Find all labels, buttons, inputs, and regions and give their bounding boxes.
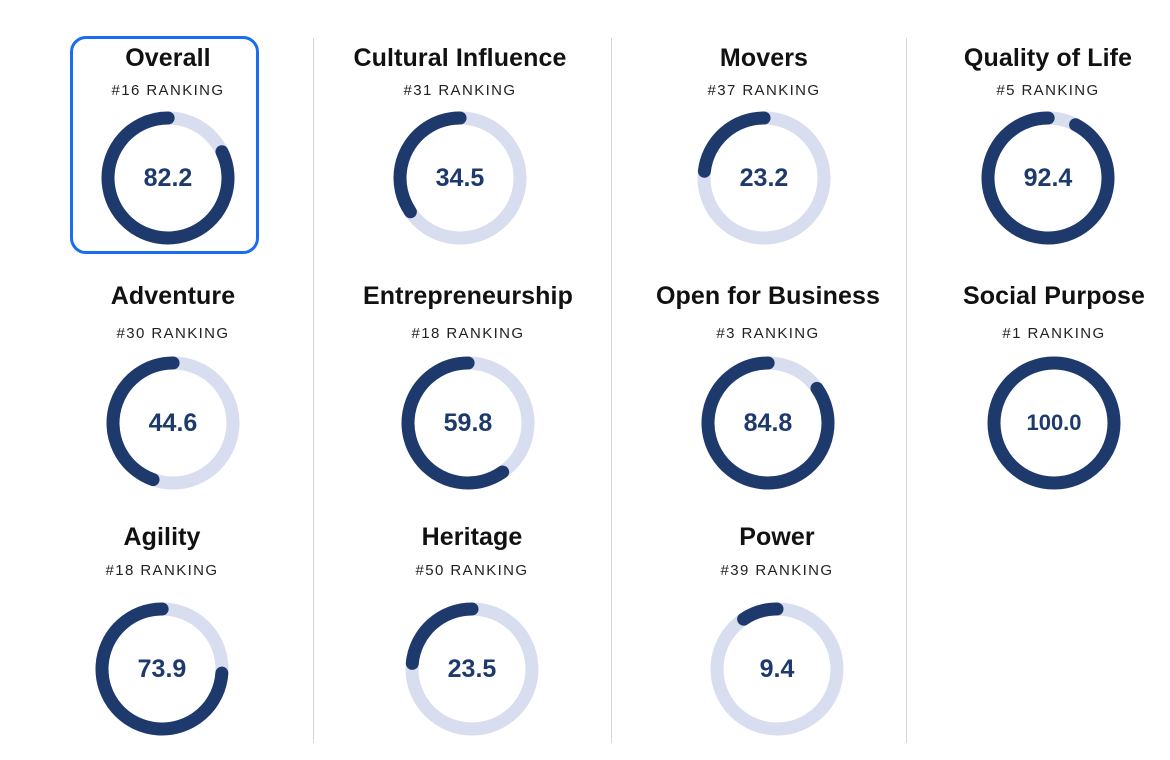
score-value: 23.5 [447,655,497,683]
column-divider [313,38,314,743]
card-title: Cultural Influence [353,44,567,72]
card-title: Overall [125,44,211,72]
card-title: Open for Business [656,282,880,310]
ranking-label: #18 RANKING [105,562,219,579]
score-ring-fill [401,356,535,490]
score-ring-fill [405,602,539,736]
ranking-card-adventure[interactable]: Adventure #30 RANKING 44.6 [16,280,316,510]
score-ring-graphic [101,111,235,245]
ranking-card-movers[interactable]: Movers #37 RANKING 23.2 [607,38,907,268]
score-ring-graphic [393,111,527,245]
score-ring: 92.4 [978,108,1118,248]
ranking-card-agility[interactable]: Agility #18 RANKING 73.9 [15,521,315,751]
score-value: 34.5 [435,164,485,192]
score-ring-fill [393,111,527,245]
ranking-card-heritage[interactable]: Heritage #50 RANKING 23.5 [314,521,614,751]
score-ring-graphic [710,602,844,736]
score-ring-graphic [405,602,539,736]
column-divider [611,38,612,743]
score-ring-fill [106,356,240,490]
ranking-label: #5 RANKING [996,82,1100,99]
score-ring: 23.2 [694,108,834,248]
ranking-card-open-for-business[interactable]: Open for Business #3 RANKING 84.8 [614,280,914,510]
ranking-card-social-purpose[interactable]: Social Purpose #1 RANKING 100.0 [915,280,1170,510]
selected-card-outline [70,36,259,254]
score-ring-graphic [401,356,535,490]
score-value: 84.8 [743,409,793,437]
score-ring: 84.8 [698,353,838,493]
score-value: 100.0 [1026,410,1082,435]
ranking-label: #37 RANKING [707,82,821,99]
score-ring: 59.8 [398,353,538,493]
card-title: Entrepreneurship [363,282,573,310]
ranking-card-entrepreneurship[interactable]: Entrepreneurship #18 RANKING 59.8 [317,280,617,510]
card-title: Movers [719,44,809,72]
card-title: Adventure [110,282,236,310]
score-ring-graphic [95,602,229,736]
score-ring: 82.2 [98,108,238,248]
score-ring-fill [981,111,1115,245]
score-ring-graphic [981,111,1115,245]
ranking-label: #39 RANKING [720,562,834,579]
card-title: Heritage [421,523,523,551]
score-ring: 100.0 [984,353,1124,493]
score-ring-fill [95,602,229,736]
card-title: Power [739,523,815,551]
score-ring-graphic [106,356,240,490]
column-divider [906,38,907,743]
score-value: 73.9 [137,655,187,683]
ranking-label: #50 RANKING [415,562,529,579]
score-ring: 9.4 [707,599,847,739]
card-title: Social Purpose [962,282,1145,310]
score-value: 23.2 [739,164,789,192]
card-title: Quality of Life [963,44,1133,72]
ranking-label: #30 RANKING [116,325,230,342]
score-ring: 44.6 [103,353,243,493]
ranking-card-power[interactable]: Power #39 RANKING 9.4 [612,521,912,751]
ranking-card-quality-of-life[interactable]: Quality of Life #5 RANKING 92.4 [890,38,1170,268]
score-ring: 34.5 [390,108,530,248]
ranking-card-overall[interactable]: Overall #16 RANKING 82.2 [14,36,314,268]
score-value: 82.2 [143,164,193,192]
score-value: 92.4 [1023,164,1073,192]
score-ring: 23.5 [402,599,542,739]
score-ring-fill [101,111,235,245]
score-ring: 73.9 [92,599,232,739]
score-value: 59.8 [443,409,493,437]
score-ring-fill [701,356,835,490]
ranking-label: #3 RANKING [716,325,820,342]
score-ring-graphic [987,356,1121,490]
score-ring-graphic [701,356,835,490]
score-ring-fill [987,356,1121,490]
score-ring-fill [697,111,831,245]
score-value: 44.6 [148,409,198,437]
card-title: Agility [123,523,201,551]
score-ring-fill [710,602,844,736]
score-value: 9.4 [759,655,795,683]
ranking-label: #1 RANKING [1002,325,1106,342]
ranking-label: #16 RANKING [111,82,225,99]
ranking-card-cultural-influence[interactable]: Cultural Influence #31 RANKING 34.5 [309,38,609,268]
score-ring-graphic [697,111,831,245]
ranking-label: #31 RANKING [403,82,517,99]
ranking-label: #18 RANKING [411,325,525,342]
